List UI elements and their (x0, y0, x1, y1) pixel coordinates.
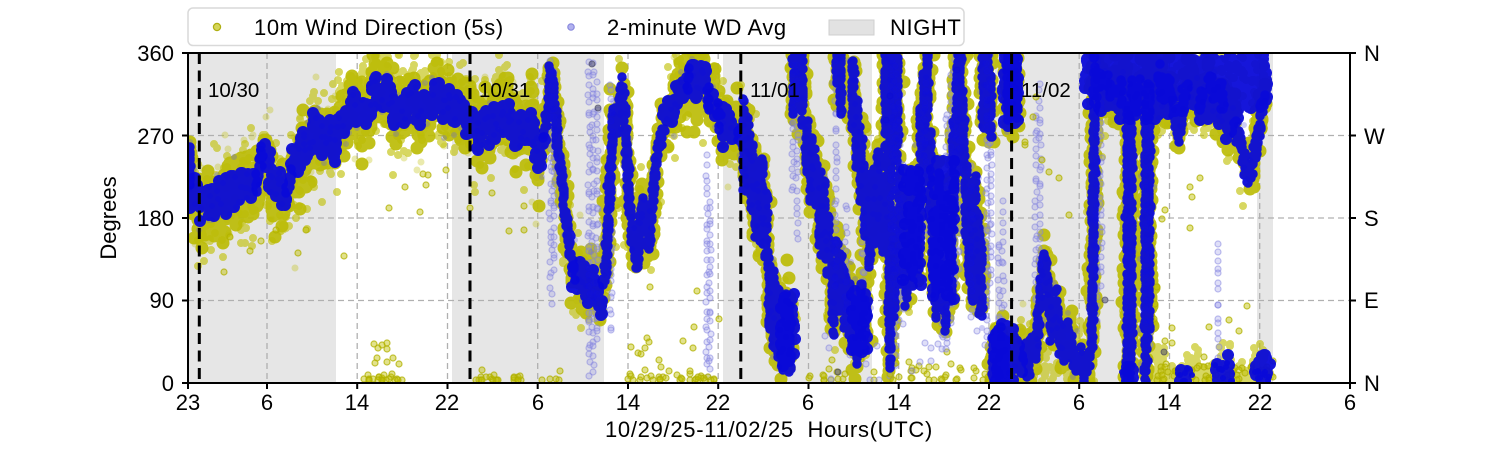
svg-text:2-minute WD Avg: 2-minute WD Avg (607, 15, 787, 40)
svg-text:22: 22 (977, 390, 1001, 415)
svg-text:0: 0 (162, 371, 174, 396)
svg-text:23: 23 (176, 390, 200, 415)
svg-text:6: 6 (532, 390, 544, 415)
svg-text:6: 6 (261, 390, 273, 415)
svg-text:10m Wind Direction (5s): 10m Wind Direction (5s) (254, 15, 504, 40)
svg-text:6: 6 (1344, 390, 1356, 415)
svg-text:6: 6 (1073, 390, 1085, 415)
svg-text:22: 22 (435, 390, 459, 415)
svg-text:11/01: 11/01 (750, 79, 800, 102)
svg-text:N: N (1364, 41, 1380, 66)
svg-text:270: 270 (137, 124, 174, 149)
svg-text:10/30: 10/30 (208, 79, 259, 102)
svg-text:NIGHT: NIGHT (890, 15, 961, 40)
svg-text:22: 22 (706, 390, 730, 415)
svg-text:W: W (1364, 124, 1385, 149)
svg-text:14: 14 (616, 390, 640, 415)
svg-text:6: 6 (802, 390, 814, 415)
svg-text:14: 14 (345, 390, 369, 415)
svg-text:Degrees: Degrees (96, 176, 121, 259)
svg-text:10/31: 10/31 (479, 79, 530, 102)
svg-text:11/02: 11/02 (1021, 79, 1071, 102)
svg-text:14: 14 (1157, 390, 1181, 415)
svg-text:S: S (1364, 206, 1379, 231)
svg-text:10/29/25-11/02/25 Hours(UTC): 10/29/25-11/02/25 Hours(UTC) (605, 417, 933, 442)
svg-text:360: 360 (137, 41, 174, 66)
svg-text:180: 180 (137, 206, 174, 231)
svg-text:N: N (1364, 371, 1380, 396)
svg-text:14: 14 (887, 390, 911, 415)
svg-text:22: 22 (1248, 390, 1272, 415)
svg-text:90: 90 (150, 288, 174, 313)
svg-text:E: E (1364, 288, 1379, 313)
